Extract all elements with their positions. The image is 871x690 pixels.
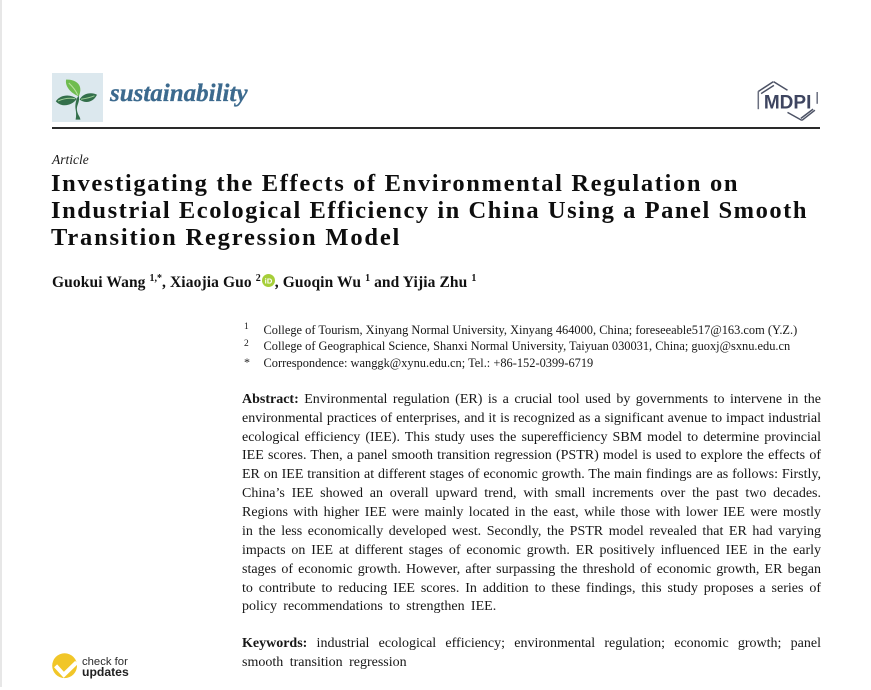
svg-text:check for: check for: [82, 656, 128, 668]
svg-text:MDPI: MDPI: [764, 93, 812, 114]
svg-text:iD: iD: [264, 276, 272, 285]
svg-text:updates: updates: [82, 665, 129, 679]
